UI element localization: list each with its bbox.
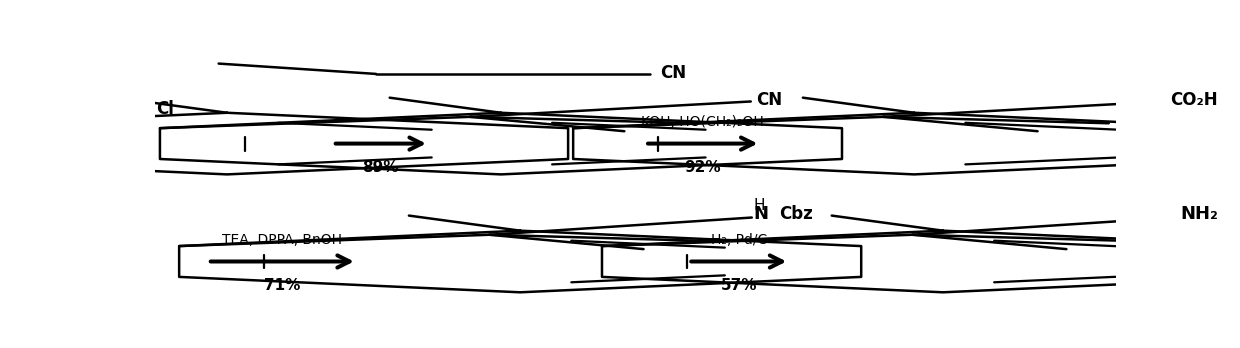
Text: NH₂: NH₂: [1180, 205, 1218, 222]
Text: CN: CN: [756, 91, 782, 109]
Text: N: N: [754, 205, 769, 222]
Text: 57%: 57%: [720, 278, 758, 293]
Text: Cl: Cl: [156, 100, 174, 118]
Text: CO₂H: CO₂H: [1169, 91, 1218, 109]
Text: Cbz: Cbz: [779, 205, 812, 223]
Text: TEA, DPPA, BnOH: TEA, DPPA, BnOH: [222, 233, 342, 247]
Text: H: H: [754, 198, 765, 213]
Text: 92%: 92%: [684, 160, 722, 175]
Text: KOH, HO(CH₂)₂OH: KOH, HO(CH₂)₂OH: [641, 115, 764, 129]
Text: 89%: 89%: [362, 160, 399, 175]
Text: 71%: 71%: [264, 278, 300, 293]
Text: H₂, Pd/C: H₂, Pd/C: [711, 233, 766, 247]
Text: CN: CN: [660, 64, 687, 81]
